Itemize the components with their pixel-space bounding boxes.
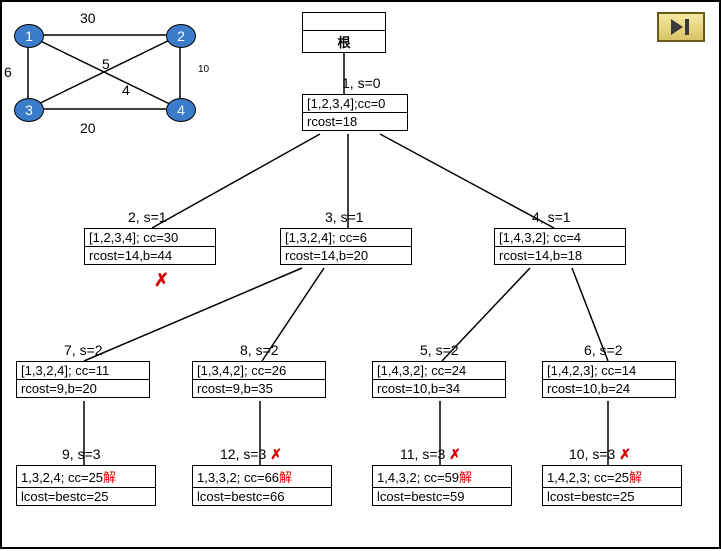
node-row1: [1,2,3,4];cc=0 (303, 95, 407, 113)
node-row2: rcost=18 (303, 113, 407, 130)
node-row1: [1,3,4,2]; cc=26 (193, 362, 325, 380)
node-row1: 1,4,3,2; cc=59解 (373, 466, 511, 488)
play-icon (669, 18, 693, 36)
node-label: 12, s=3 ✗ (220, 446, 282, 463)
node-row1: [1,2,3,4]; cc=30 (85, 229, 215, 247)
node-row2: lcost=bestc=25 (543, 488, 681, 505)
node-label: 10, s=3 ✗ (569, 446, 631, 463)
node-row2: rcost=9,b=20 (17, 380, 149, 397)
node-label: 1, s=0 (342, 75, 381, 91)
node-row2: rcost=9,b=35 (193, 380, 325, 397)
edge-weight: 30 (80, 10, 96, 26)
node-row2: lcost=bestc=59 (373, 488, 511, 505)
node-row1: [1,3,2,4]; cc=11 (17, 362, 149, 380)
tree-node-box: [1,4,3,2]; cc=24rcost=10,b=34 (372, 361, 506, 398)
node-row1: [1,3,2,4]; cc=6 (281, 229, 411, 247)
graph-node-3: 3 (14, 98, 44, 122)
edge-weight: 4 (122, 82, 130, 98)
tree-node-box: [1,3,2,4]; cc=6rcost=14,b=20 (280, 228, 412, 265)
graph-node-1: 1 (14, 24, 44, 48)
node-row2: lcost=bestc=66 (193, 488, 331, 505)
node-label: 3, s=1 (325, 209, 364, 225)
node-row2: lcost=bestc=25 (17, 488, 155, 505)
tree-node-box: 1,4,2,3; cc=25解lcost=bestc=25 (542, 465, 682, 506)
node-label: 2, s=1 (128, 209, 167, 225)
node-row2: rcost=10,b=24 (543, 380, 675, 397)
tree-node-box: [1,2,3,4];cc=0rcost=18 (302, 94, 408, 131)
tree-node-box: [1,3,4,2]; cc=26rcost=9,b=35 (192, 361, 326, 398)
diagram-canvas: 1234305106420 根1, s=0[1,2,3,4];cc=0rcost… (0, 0, 721, 549)
edge-weight: 5 (102, 56, 110, 72)
graph-node-4: 4 (166, 98, 196, 122)
edge-weight: 10 (198, 64, 209, 75)
node-label: 6, s=2 (584, 342, 623, 358)
tree-node-box: 1,4,3,2; cc=59解lcost=bestc=59 (372, 465, 512, 506)
tree-node-box: 1,3,3,2; cc=66解lcost=bestc=66 (192, 465, 332, 506)
root-label: 根 (303, 31, 385, 52)
node-row1: 1,4,2,3; cc=25解 (543, 466, 681, 488)
node-label: 7, s=2 (64, 342, 103, 358)
root-node: 根 (302, 12, 386, 53)
node-row2: rcost=14,b=20 (281, 247, 411, 264)
node-row1: 1,3,3,2; cc=66解 (193, 466, 331, 488)
node-row1: [1,4,3,2]; cc=24 (373, 362, 505, 380)
node-label: 11, s=3 ✗ (400, 446, 461, 463)
node-row1: 1,3,2,4; cc=25解 (17, 466, 155, 488)
node-row2: rcost=14,b=44 (85, 247, 215, 264)
prune-mark: ✗ (154, 270, 169, 291)
node-row2: rcost=14,b=18 (495, 247, 625, 264)
play-button[interactable] (657, 12, 705, 42)
tree-node-box: [1,4,3,2]; cc=4rcost=14,b=18 (494, 228, 626, 265)
tree-node-box: 1,3,2,4; cc=25解lcost=bestc=25 (16, 465, 156, 506)
edge-weight: 6 (4, 64, 12, 80)
node-row2: rcost=10,b=34 (373, 380, 505, 397)
node-label: 9, s=3 (62, 446, 101, 462)
node-label: 5, s=2 (420, 342, 459, 358)
node-row1: [1,4,2,3]; cc=14 (543, 362, 675, 380)
node-label: 8, s=2 (240, 342, 279, 358)
tree-node-box: [1,3,2,4]; cc=11rcost=9,b=20 (16, 361, 150, 398)
node-row1: [1,4,3,2]; cc=4 (495, 229, 625, 247)
graph-node-2: 2 (166, 24, 196, 48)
node-label: 4, s=1 (532, 209, 571, 225)
tree-node-box: [1,2,3,4]; cc=30rcost=14,b=44 (84, 228, 216, 265)
tree-node-box: [1,4,2,3]; cc=14rcost=10,b=24 (542, 361, 676, 398)
edge-weight: 20 (80, 120, 96, 136)
